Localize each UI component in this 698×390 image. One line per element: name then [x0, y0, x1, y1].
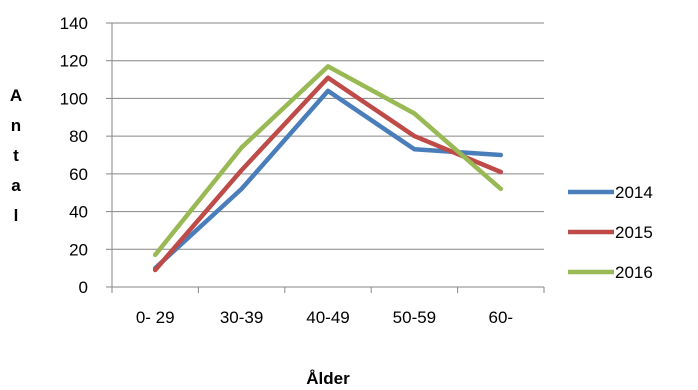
data-point-2016-1 — [241, 147, 242, 148]
data-point-2015-1 — [241, 170, 242, 171]
x-tick-label: 50-59 — [393, 308, 436, 327]
y-tick-label: 0 — [79, 278, 88, 297]
y-tick-label: 120 — [60, 52, 88, 71]
x-tick-label: 40-49 — [306, 308, 349, 327]
legend-label-2015: 2015 — [615, 223, 653, 242]
y-tick-label: 100 — [60, 89, 88, 108]
axes — [111, 23, 545, 293]
x-tick-labels: 0- 29 30-39 40-49 50-59 60- — [136, 308, 513, 327]
data-point-2016-0 — [155, 254, 156, 255]
y-axis-title-letter: n — [11, 116, 21, 135]
data-point-2016-2 — [328, 66, 329, 67]
x-axis-title: Ålder — [306, 369, 350, 388]
x-tick-label: 30-39 — [220, 308, 263, 327]
data-point-2016-4 — [500, 188, 501, 189]
y-tick-label: 140 — [60, 14, 88, 33]
data-point-2014-4 — [500, 155, 501, 156]
x-tick-label: 0- 29 — [136, 308, 175, 327]
legend-label-2014: 2014 — [615, 183, 653, 202]
y-axis-title-letter: a — [11, 176, 21, 195]
series-line-2016 — [152, 64, 504, 258]
data-point-2014-3 — [414, 149, 415, 150]
y-axis-title-letter: t — [13, 146, 19, 165]
y-axis-title-letter: l — [14, 206, 19, 225]
y-axis-title-letter: A — [10, 86, 22, 105]
series-lines — [152, 64, 504, 273]
y-tick-label: 80 — [69, 127, 88, 146]
y-tick-label: 40 — [69, 203, 88, 222]
data-point-2015-3 — [414, 136, 415, 137]
legend: 2014 2015 2016 — [568, 183, 653, 282]
y-tick-labels: 0 20 40 60 80 100 120 140 — [60, 14, 88, 297]
series-line-2015 — [152, 75, 504, 273]
data-point-2015-4 — [500, 171, 501, 172]
data-point-2015-0 — [155, 270, 156, 271]
data-point-2016-3 — [414, 113, 415, 114]
data-point-2015-2 — [328, 77, 329, 78]
x-tick-label: 60- — [489, 308, 514, 327]
y-tick-label: 60 — [69, 165, 88, 184]
data-point-2014-1 — [241, 188, 242, 189]
legend-label-2016: 2016 — [615, 263, 653, 282]
gridlines — [106, 22, 544, 288]
y-tick-label: 20 — [69, 240, 88, 259]
series-line-2014 — [152, 88, 504, 271]
data-point-2014-2 — [328, 90, 329, 91]
